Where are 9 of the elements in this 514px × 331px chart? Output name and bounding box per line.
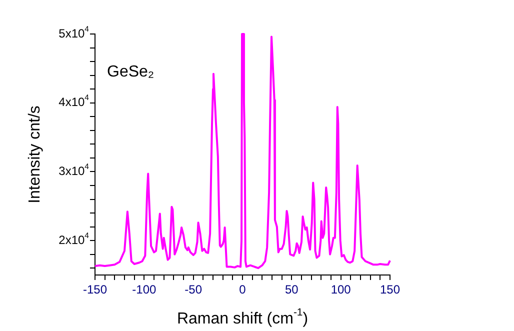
x-tick-label: -150: [82, 282, 108, 296]
x-tick-label: -50: [184, 282, 202, 296]
annotation: GeSe₂: [107, 63, 154, 80]
x-tick-label: -100: [132, 282, 156, 296]
x-tick-label: 150: [380, 282, 400, 296]
y-axis-title: Intensity cnt/s: [26, 106, 44, 204]
x-tick-label: 50: [284, 282, 299, 296]
x-tick-label: 100: [330, 282, 352, 296]
x-tick-label: 0: [239, 282, 246, 296]
